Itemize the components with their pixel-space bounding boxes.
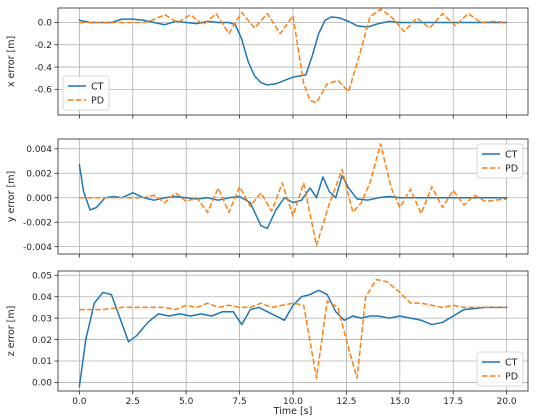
- y-tick-label: 0.05: [32, 271, 52, 281]
- y-tick-label: -0.4: [34, 63, 52, 73]
- y-tick-label: -0.2: [34, 41, 52, 51]
- legend-label-pd: PD: [505, 371, 518, 382]
- legend: CT PD: [476, 351, 524, 387]
- y-tick-label: 0.02: [32, 336, 52, 346]
- x-tick-label: 10.0: [283, 397, 303, 407]
- x-axis-label: Time [s]: [273, 406, 313, 417]
- y-tick-label: 0.004: [26, 145, 52, 155]
- series-line-ct: [78, 289, 508, 388]
- series-lines: [78, 278, 508, 388]
- x-tick-label: 17.5: [443, 397, 463, 407]
- x-tick-label: 2.5: [126, 397, 140, 407]
- x-tick-label: 12.5: [336, 397, 356, 407]
- legend-label-pd: PD: [91, 95, 104, 106]
- series-line-pd: [79, 278, 507, 379]
- legend-box: [62, 75, 110, 111]
- x-tick-label: 7.5: [232, 397, 246, 407]
- tick-labels: 0.0 2.5 5.0 7.5 10.0 12.5 15.0 17.5 20.0 0.05 0.04…: [32, 271, 517, 407]
- y-tick-label: 0.0: [38, 19, 53, 29]
- y-tick-label: 0.00: [32, 379, 52, 389]
- y-tick-label: 0.002: [26, 169, 52, 179]
- series-line-ct: [78, 163, 508, 230]
- y-tick-label: 0.03: [32, 314, 52, 324]
- y-tick-label: 0.01: [32, 357, 52, 367]
- x-tick-label: 20.0: [497, 397, 517, 407]
- legend-box: [476, 351, 524, 387]
- panel-z-error: 0.0 2.5 5.0 7.5 10.0 12.5 15.0 17.5 20.0 0.05 0.04…: [6, 270, 529, 407]
- plot-frame: [57, 138, 529, 255]
- y-axis-label: z error [m]: [6, 306, 17, 357]
- legend: CT PD: [62, 75, 110, 111]
- legend: CT PD: [476, 143, 524, 179]
- tick-labels: 0.0 -0.2 -0.4 -0.6: [34, 19, 508, 119]
- x-tick-label: 5.0: [179, 397, 194, 407]
- legend-label-ct: CT: [505, 149, 518, 160]
- legend-label-ct: CT: [505, 357, 518, 368]
- series-lines: [78, 8, 508, 104]
- y-tick-label: -0.002: [23, 218, 52, 228]
- x-tick-label: 15.0: [390, 397, 410, 407]
- plot-frame: [57, 7, 529, 116]
- y-axis-label: x error [m]: [6, 36, 17, 87]
- x-tick-label: 0.0: [72, 397, 87, 407]
- legend-box: [476, 143, 524, 179]
- series-line-ct: [78, 16, 508, 86]
- legend-label-ct: CT: [91, 81, 104, 92]
- series-line-pd: [79, 143, 507, 247]
- y-tick-label: 0.000: [26, 194, 52, 204]
- grid-lines: [58, 271, 528, 391]
- plot-frame: [57, 270, 529, 392]
- y-axis-label: y error [m]: [6, 171, 17, 222]
- panel-x-error: 0.0 -0.2 -0.4 -0.6 x error [m] CT PD: [6, 7, 529, 119]
- y-tick-label: -0.004: [23, 243, 52, 253]
- y-tick-label: 0.04: [32, 293, 52, 303]
- y-tick-label: -0.6: [34, 86, 52, 96]
- legend-label-pd: PD: [505, 163, 518, 174]
- series-line-pd: [79, 8, 507, 104]
- series-lines: [78, 143, 508, 247]
- tick-labels: 0.004 0.002 0.000 -0.002 -0.004: [23, 145, 508, 258]
